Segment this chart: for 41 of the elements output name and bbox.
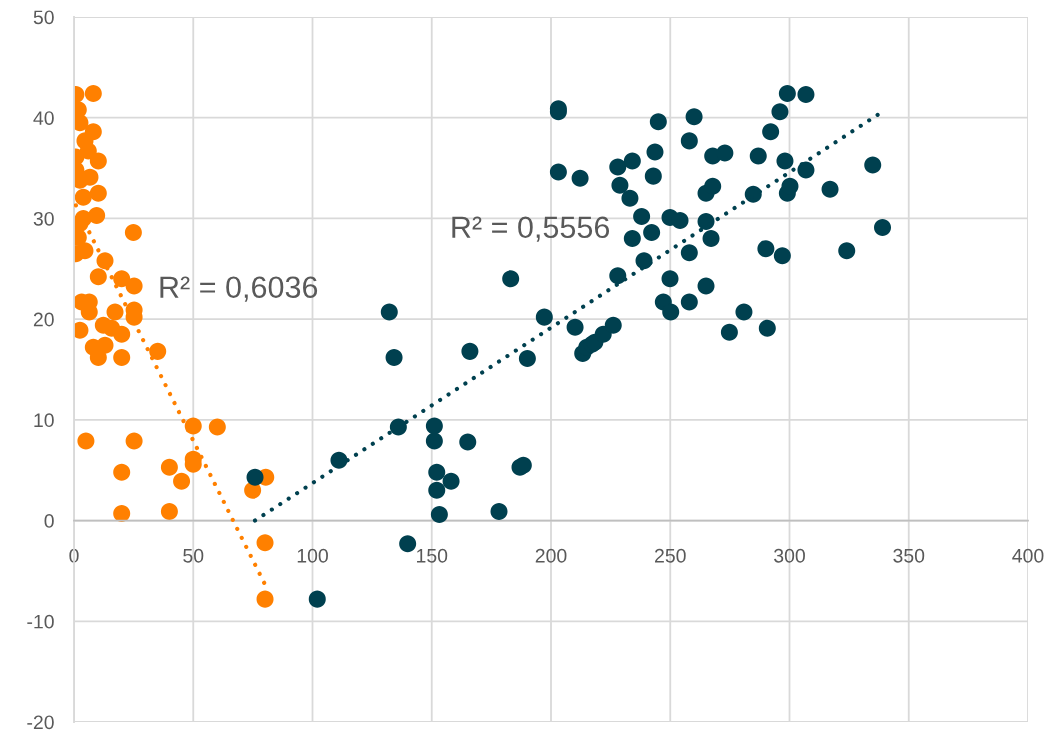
x-tick-label: 350 — [893, 548, 925, 563]
point — [124, 224, 142, 242]
point — [77, 432, 95, 450]
point — [113, 505, 131, 523]
x-tick-label: 200 — [535, 548, 567, 563]
y-tick-label: -10 — [27, 614, 54, 629]
x-tick-label: 400 — [1012, 548, 1044, 563]
point — [84, 85, 102, 103]
y-tick-label: -20 — [27, 715, 54, 730]
point — [184, 417, 202, 435]
y-tick-label: 40 — [33, 111, 54, 125]
point — [208, 418, 226, 436]
y-tick-label: 20 — [33, 312, 54, 327]
point — [160, 503, 178, 521]
point — [125, 432, 143, 450]
y-tick-label: 0 — [44, 514, 54, 528]
point — [256, 534, 274, 552]
point — [106, 303, 124, 321]
point — [89, 268, 107, 286]
point — [125, 277, 143, 295]
y-tick-label: 50 — [33, 10, 54, 25]
annotation: R² = 0,6036 — [160, 276, 318, 302]
x-tick-label: 150 — [417, 548, 448, 563]
y-tick-label: 30 — [33, 211, 54, 226]
x-tick-label: 50 — [183, 548, 204, 563]
x-tick-label: 300 — [774, 548, 805, 563]
point — [113, 463, 131, 481]
x-tick-label: 100 — [297, 548, 328, 563]
point — [113, 325, 131, 343]
point — [149, 342, 167, 360]
point — [89, 152, 107, 170]
point — [256, 590, 274, 608]
annotation: R² = 0,5556 — [452, 216, 610, 242]
point — [173, 472, 191, 490]
point — [74, 188, 92, 206]
point — [89, 184, 107, 202]
y-tick-label: 10 — [34, 413, 54, 428]
point — [160, 458, 178, 476]
x-tick-label: 0 — [69, 548, 79, 563]
x-tick-label: 250 — [655, 548, 686, 563]
point — [113, 348, 131, 366]
